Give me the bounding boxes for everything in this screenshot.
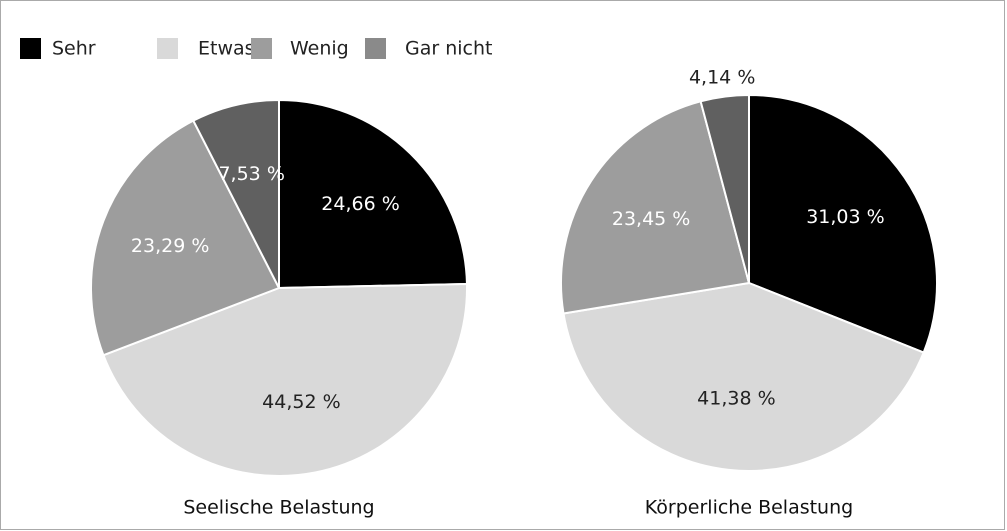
pie-slice xyxy=(560,100,751,315)
pie-slice xyxy=(102,282,468,477)
pie-slice xyxy=(90,119,281,357)
value-label: 44,52 % xyxy=(262,391,341,413)
chart-title: Körperliche Belastung xyxy=(645,497,853,519)
legend-swatch xyxy=(251,38,272,59)
legend-label: Gar nicht xyxy=(405,38,492,60)
value-label: 41,38 % xyxy=(697,387,776,409)
value-label: 23,45 % xyxy=(612,208,691,230)
value-label: 4,14 % xyxy=(689,66,755,88)
legend-swatch xyxy=(157,38,178,59)
pie-slice xyxy=(562,281,925,472)
legend-label: Etwas xyxy=(198,38,255,60)
value-label: 31,03 % xyxy=(806,206,885,228)
pie-slice xyxy=(699,93,750,284)
legend-swatch xyxy=(365,38,386,59)
legend-label: Wenig xyxy=(290,38,349,60)
pie-slice xyxy=(191,98,280,289)
value-label: 24,66 % xyxy=(321,193,400,215)
value-label: 7,53 % xyxy=(218,163,284,185)
legend-swatch xyxy=(20,38,41,59)
legend-label: Sehr xyxy=(52,38,96,60)
chart-title: Seelische Belastung xyxy=(183,497,374,519)
pie-slice xyxy=(748,93,938,354)
value-label: 23,29 % xyxy=(131,235,210,257)
pie-slice xyxy=(278,98,468,290)
